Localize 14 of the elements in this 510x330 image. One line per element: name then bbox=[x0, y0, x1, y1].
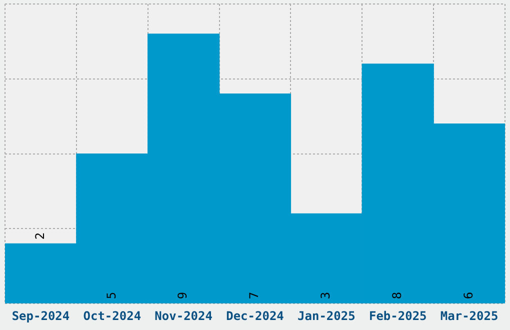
x-tick-label: Oct-2024 bbox=[83, 308, 142, 323]
x-tick-label: Jan-2025 bbox=[298, 308, 356, 323]
x-tick-label: Nov-2024 bbox=[154, 308, 212, 323]
data-label: 9 bbox=[176, 292, 190, 300]
data-label: 5 bbox=[104, 292, 118, 300]
data-label: 2 bbox=[32, 232, 47, 240]
x-tick-label: Mar-2025 bbox=[440, 308, 498, 323]
x-tick-label: Sep-2024 bbox=[12, 308, 70, 323]
x-tick-label: Feb-2025 bbox=[368, 308, 427, 323]
data-label: 8 bbox=[390, 292, 404, 300]
data-label: 3 bbox=[318, 292, 333, 300]
data-label: 6 bbox=[461, 292, 476, 300]
x-tick-label: Dec-2024 bbox=[226, 308, 284, 323]
data-label: 7 bbox=[247, 292, 262, 300]
